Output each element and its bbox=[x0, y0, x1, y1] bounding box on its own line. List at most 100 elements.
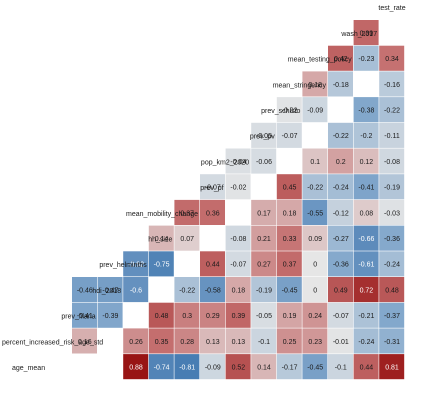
heatmap-cell-value: -0.75 bbox=[154, 262, 170, 269]
heatmap-cell-value: -0.62 bbox=[128, 262, 144, 269]
heatmap-cell-value: 0.08 bbox=[360, 210, 374, 217]
heatmap-cell-value: -0.37 bbox=[384, 313, 400, 320]
heatmap-cell bbox=[251, 302, 277, 328]
heatmap-cell-value: 0.23 bbox=[308, 339, 322, 346]
heatmap-cell bbox=[302, 225, 328, 251]
row-label-prev-helminths: prev_helminths bbox=[99, 262, 147, 269]
heatmap-cell bbox=[225, 174, 251, 200]
heatmap-cell bbox=[123, 251, 149, 277]
heatmap-cell bbox=[200, 302, 225, 328]
heatmap-cell bbox=[353, 354, 379, 380]
row-label-prev-schisto: prev_schisto bbox=[261, 108, 300, 115]
heatmap-cell-value: 0.14 bbox=[257, 364, 271, 371]
heatmap-cell-value: 0.18 bbox=[308, 82, 322, 89]
heatmap-cell bbox=[123, 277, 149, 303]
heatmap-cell bbox=[379, 148, 405, 174]
heatmap-cell-value: -0.41 bbox=[358, 185, 374, 192]
heatmap-cell bbox=[379, 199, 405, 225]
heatmap-cell-value: -0.1 bbox=[335, 364, 347, 371]
heatmap-cell-value: 0.18 bbox=[283, 210, 297, 217]
heatmap-cell bbox=[302, 199, 328, 225]
heatmap-cell-value: 0.13 bbox=[232, 339, 246, 346]
heatmap-cell-value: -0.31 bbox=[384, 339, 400, 346]
heatmap-cell-value: 0.35 bbox=[155, 339, 169, 346]
heatmap-cell bbox=[353, 328, 379, 354]
heatmap-cell bbox=[379, 277, 405, 303]
heatmap-cell-value: 0.09 bbox=[308, 236, 322, 243]
heatmap-cell bbox=[328, 354, 353, 380]
heatmap-cell bbox=[251, 328, 277, 354]
heatmap-cell bbox=[200, 328, 225, 354]
heatmap-cell bbox=[174, 354, 200, 380]
heatmap-cell bbox=[353, 225, 379, 251]
heatmap-cell bbox=[328, 251, 353, 277]
heatmap-cell-value: -0.09 bbox=[307, 107, 323, 114]
heatmap-cell bbox=[148, 354, 174, 380]
heatmap-cell bbox=[174, 328, 200, 354]
heatmap-cell-value: 0 bbox=[313, 287, 317, 294]
heatmap-cell-value: -0.07 bbox=[205, 185, 221, 192]
heatmap-cell-value: 0.24 bbox=[308, 313, 322, 320]
heatmap-cell bbox=[379, 302, 405, 328]
heatmap-cell bbox=[251, 251, 277, 277]
heatmap-cell-value: 0.07 bbox=[180, 236, 194, 243]
row-labels: age_mean percent_increased_risk_age_std pr… bbox=[2, 31, 377, 372]
heatmap-cell bbox=[200, 354, 225, 380]
heatmap-cell-value: -0.23 bbox=[358, 56, 374, 63]
heatmap-cell bbox=[353, 97, 379, 123]
heatmap-cell bbox=[225, 302, 251, 328]
heatmap-cell-value: -0.46 bbox=[77, 287, 93, 294]
heatmap-cell-value: -0.06 bbox=[256, 159, 272, 166]
heatmap-cell-value: -0.03 bbox=[384, 210, 400, 217]
heatmap-cell bbox=[251, 148, 277, 174]
heatmap-cell bbox=[225, 251, 251, 277]
heatmap-cell-value: -0.19 bbox=[384, 185, 400, 192]
row-label-percent-increased-risk-age-std: percent_increased_risk_age_std bbox=[2, 339, 103, 346]
heatmap-cell bbox=[379, 354, 405, 380]
heatmap-cell bbox=[353, 199, 379, 225]
heatmap-cell-value: 0.25 bbox=[283, 339, 297, 346]
heatmap-cell-value: 0.13 bbox=[206, 339, 220, 346]
heatmap-cell-value: 0.37 bbox=[283, 262, 297, 269]
heatmap-cell bbox=[123, 354, 149, 380]
heatmap-cell bbox=[200, 251, 225, 277]
heatmap-cell-value: 0.2 bbox=[336, 159, 346, 166]
heatmap-cell bbox=[148, 328, 174, 354]
heatmap-cell-value: 0.27 bbox=[257, 262, 271, 269]
heatmap-cell bbox=[200, 174, 225, 200]
heatmap-cell-value: -0.16 bbox=[384, 82, 400, 89]
heatmap-cell bbox=[200, 199, 225, 225]
heatmap-cell bbox=[302, 302, 328, 328]
heatmap-cell bbox=[302, 148, 328, 174]
heatmap-cell bbox=[353, 122, 379, 148]
heatmap-cell bbox=[353, 45, 379, 71]
heatmap-cell-value: 0.21 bbox=[257, 236, 271, 243]
heatmap-cell-value: 0.81 bbox=[385, 364, 399, 371]
heatmap-cell bbox=[72, 277, 97, 303]
heatmap-cell-value: 0.33 bbox=[283, 236, 297, 243]
heatmap-cell-value: 0.48 bbox=[155, 313, 169, 320]
heatmap-cell-value: -0.22 bbox=[333, 133, 349, 140]
heatmap-cell bbox=[276, 174, 302, 200]
heatmap-cell bbox=[379, 174, 405, 200]
heatmap-cell-value: -0.11 bbox=[384, 133, 400, 140]
heatmap-cell-value: 0.52 bbox=[232, 364, 246, 371]
heatmap-cell-value: 0.49 bbox=[334, 287, 348, 294]
heatmap-cell-value: -0.07 bbox=[333, 313, 349, 320]
heatmap-cell-value: 0.26 bbox=[129, 339, 143, 346]
heatmap-cell-value: 0.19 bbox=[283, 313, 297, 320]
heatmap-cell bbox=[97, 277, 123, 303]
heatmap-cell-value: -0.21 bbox=[358, 313, 374, 320]
heatmap-cell bbox=[302, 251, 328, 277]
row-label-wash-2017: wash_2017 bbox=[340, 31, 377, 38]
heatmap-cell-value: -0.66 bbox=[358, 236, 374, 243]
row-label-mean-testing-policy: mean_testing_policy bbox=[288, 57, 352, 64]
heatmap-cell bbox=[276, 225, 302, 251]
heatmap-cell-value: -0.39 bbox=[102, 313, 118, 320]
heatmap-cell-value: 0 bbox=[313, 262, 317, 269]
heatmap-cell bbox=[302, 174, 328, 200]
heatmap-cell-value: 0.29 bbox=[206, 313, 220, 320]
row-label-prev-pv: prev_pv bbox=[250, 134, 275, 141]
heatmap-cell-value: -0.02 bbox=[230, 185, 246, 192]
heatmap-cell-value: -0.18 bbox=[333, 82, 349, 89]
